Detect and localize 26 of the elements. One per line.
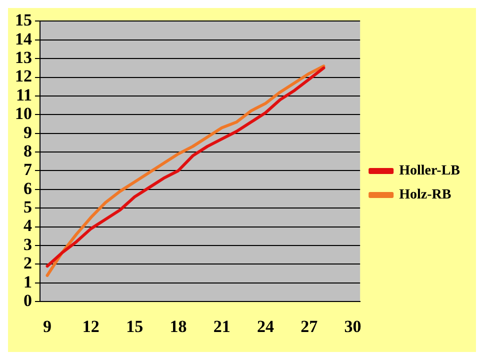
y-tick-label: 11 — [16, 85, 32, 104]
x-tick-label: 30 — [344, 317, 362, 336]
y-tick-label: 9 — [24, 122, 32, 142]
y-tick-label: 1 — [24, 272, 32, 292]
x-tick-label: 21 — [213, 317, 230, 336]
x-tick-label: 24 — [257, 317, 275, 336]
y-tick-label: 2 — [24, 254, 32, 273]
y-tick-label: 12 — [15, 66, 32, 86]
y-tick-label: 13 — [15, 48, 32, 67]
y-tick-label: 0 — [24, 290, 32, 310]
x-tick-label: 15 — [126, 317, 144, 336]
y-tick-label: 5 — [24, 198, 32, 217]
y-tick-label: 7 — [24, 160, 32, 180]
x-tick-label: 9 — [43, 317, 52, 336]
y-tick-label: 4 — [24, 216, 32, 236]
y-tick-label: 14 — [15, 29, 32, 48]
legend-label: Holz-RB — [399, 188, 452, 203]
y-tick-label: 15 — [15, 10, 32, 30]
legend-label: Holler-LB — [399, 164, 460, 179]
y-tick-label: 3 — [24, 234, 32, 254]
x-tick-label: 12 — [82, 317, 100, 336]
x-tick-label: 27 — [300, 317, 318, 336]
y-tick-label: 6 — [24, 178, 32, 198]
y-tick-label: 10 — [15, 104, 32, 124]
y-tick-label: 8 — [24, 141, 32, 160]
x-tick-label: 18 — [170, 317, 187, 336]
